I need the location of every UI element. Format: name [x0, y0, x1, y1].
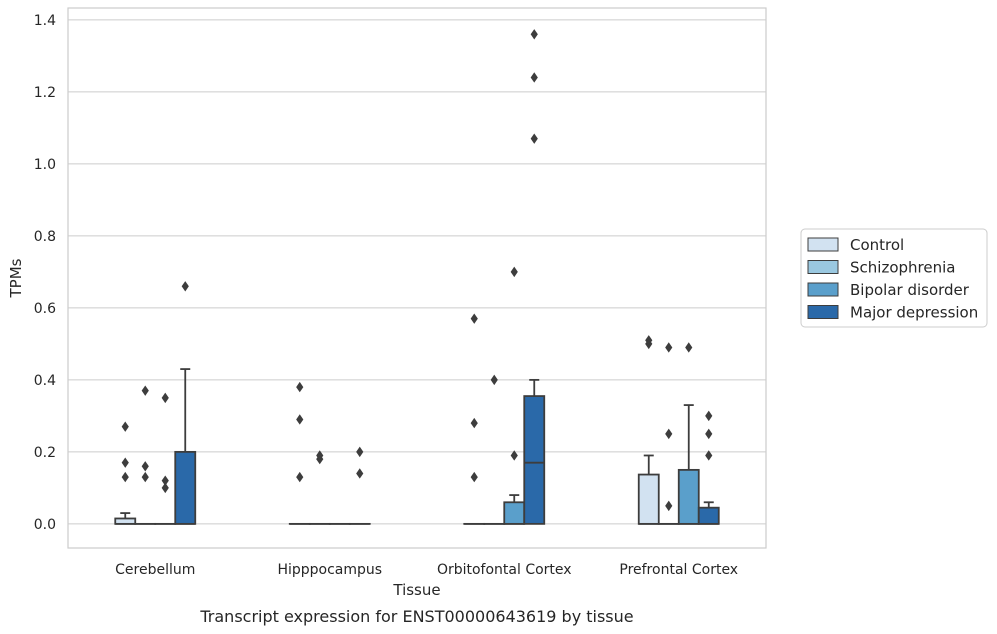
box-rect — [677, 468, 700, 525]
y-tick-label: 0.4 — [34, 373, 56, 389]
outlier-point — [161, 482, 169, 494]
legend: Control Schizophrenia Bipolar disorder Majo… — [800, 228, 988, 328]
y-tick-label: 1.2 — [34, 85, 56, 101]
box-major-depression — [174, 281, 197, 525]
y-tick-label: 0.6 — [34, 301, 56, 317]
x-tick-label: Hipppocampus — [277, 562, 382, 578]
legend-swatch — [807, 237, 839, 252]
outlier-point — [121, 457, 129, 468]
outlier-point — [141, 471, 149, 483]
outlier-point — [296, 381, 304, 393]
outlier-point — [665, 500, 673, 512]
grid-layer — [68, 19, 766, 525]
box-bipolar-disorder — [154, 392, 177, 525]
legend-frame — [800, 228, 988, 328]
box-rect — [637, 473, 660, 525]
y-axis-title: TPMs — [7, 258, 25, 298]
box-control — [637, 335, 660, 525]
box-schizophrenia — [134, 385, 157, 525]
box-schizophrenia — [483, 374, 506, 525]
outlier-point — [530, 72, 538, 83]
legend-swatch — [807, 305, 839, 319]
outlier-point — [356, 446, 364, 458]
outlier-point — [356, 468, 364, 479]
outlier-point — [470, 417, 478, 429]
outlier-point — [470, 313, 478, 324]
box-control — [288, 381, 311, 525]
plot-frame — [67, 7, 767, 549]
tick-layer: 0.0 0.2 0.4 0.6 0.8 1.0 1.2 1.4 Cerebellum Hipppo… — [34, 13, 738, 578]
outlier-point — [121, 471, 129, 483]
box-layer — [114, 29, 720, 525]
x-tick-label: Prefrontal Cortex — [619, 562, 738, 578]
outlier-point — [705, 410, 713, 422]
legend-label: Bipolar disorder — [850, 281, 970, 299]
y-tick-label: 0.8 — [34, 229, 56, 245]
outlier-point — [665, 342, 673, 353]
box-schizophrenia — [308, 450, 331, 525]
y-tick-label: 1.0 — [34, 157, 56, 173]
box-rect — [697, 506, 720, 525]
box-rect — [174, 450, 197, 525]
outlier-point — [510, 450, 518, 461]
outlier-point — [530, 133, 538, 144]
y-tick-label: 0.0 — [34, 517, 56, 533]
figure-caption: Transcript expression for ENST0000064361… — [199, 607, 633, 626]
legend-swatch — [807, 282, 839, 297]
outlier-point — [141, 385, 149, 396]
box-bipolar-disorder — [503, 266, 526, 525]
y-tick-label: 1.4 — [34, 13, 56, 29]
box-major-depression — [697, 410, 720, 525]
box-schizophrenia — [657, 342, 680, 525]
outlier-point — [490, 374, 498, 386]
outlier-point — [296, 471, 304, 483]
outlier-point — [296, 414, 304, 425]
box-major-depression — [523, 29, 546, 525]
legend-label: Control — [850, 236, 904, 254]
outlier-point — [665, 428, 673, 440]
x-tick-label: Cerebellum — [115, 562, 195, 578]
outlier-point — [316, 450, 324, 461]
legend-label: Schizophrenia — [850, 259, 955, 277]
y-tick-label: 0.2 — [34, 445, 56, 461]
box-rect — [503, 501, 526, 525]
box-rect — [523, 395, 546, 525]
outlier-point — [161, 392, 169, 404]
outlier-point — [181, 281, 189, 292]
outlier-point — [121, 421, 129, 432]
outlier-point — [705, 428, 713, 440]
outlier-point — [705, 450, 713, 461]
outlier-point — [530, 29, 538, 40]
x-axis-title: Tissue — [392, 581, 440, 599]
outlier-point — [510, 266, 518, 278]
box-bipolar-disorder — [677, 342, 700, 525]
outlier-point — [685, 342, 693, 353]
box-major-depression — [348, 446, 371, 525]
legend-swatch — [807, 260, 839, 274]
outlier-point — [645, 335, 653, 346]
box-control — [114, 421, 137, 525]
x-tick-label: Orbitofontal Cortex — [437, 562, 572, 578]
outlier-point — [470, 471, 478, 483]
outlier-point — [161, 475, 169, 486]
legend-label: Major depression — [850, 304, 978, 322]
box-control — [463, 313, 486, 525]
outlier-point — [141, 461, 149, 472]
